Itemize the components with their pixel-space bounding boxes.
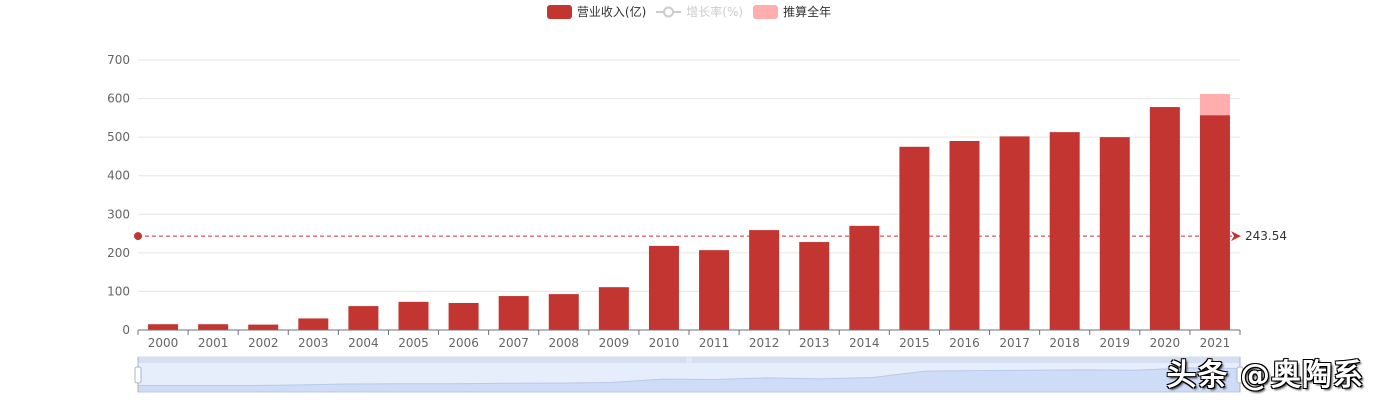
- watermark: 头条 @奥陶系: [1166, 358, 1364, 393]
- bar[interactable]: [949, 141, 980, 330]
- legend-item-revenue[interactable]: 营业收入(亿): [546, 3, 647, 20]
- bar[interactable]: [548, 294, 579, 330]
- y-tick-label: 200: [107, 246, 130, 260]
- mark-line-start-icon: [134, 232, 142, 241]
- bar[interactable]: [1199, 93, 1230, 116]
- projection-swatch-icon: [753, 4, 779, 19]
- bar[interactable]: [448, 303, 479, 330]
- x-tick-label: 2000: [148, 336, 179, 350]
- bar[interactable]: [849, 225, 880, 330]
- x-tick-label: 2017: [999, 336, 1030, 350]
- x-tick-label: 2013: [799, 336, 830, 350]
- bar[interactable]: [598, 287, 629, 330]
- bar[interactable]: [348, 306, 379, 330]
- x-tick-label: 2010: [649, 336, 680, 350]
- line-circle-icon: [656, 6, 682, 17]
- zoom-handle-right[interactable]: [1236, 366, 1244, 384]
- bar[interactable]: [248, 324, 279, 330]
- revenue-swatch-icon: [546, 4, 572, 19]
- x-tick-label: 2015: [899, 336, 930, 350]
- zoom-move-bar[interactable]: [138, 357, 1240, 363]
- legend-label-growth: 增长率(%): [686, 5, 744, 19]
- y-axis: 0 100 200 300 400 500 600 700: [107, 53, 130, 337]
- mark-line-arrow-icon: [1231, 231, 1241, 242]
- y-tick-label: 100: [107, 284, 130, 298]
- x-tick-label: 2001: [198, 336, 229, 350]
- bar[interactable]: [298, 318, 329, 330]
- x-tick-label: 2020: [1150, 336, 1181, 350]
- bars[interactable]: [148, 93, 1230, 331]
- x-tick-label: 2011: [699, 336, 730, 350]
- legend: 营业收入(亿) 增长率(%) 推算全年: [0, 3, 1378, 20]
- bar[interactable]: [1199, 115, 1230, 331]
- bar[interactable]: [1049, 132, 1080, 330]
- x-tick-label: 2016: [949, 336, 980, 350]
- bar[interactable]: [799, 242, 830, 330]
- bar[interactable]: [498, 296, 529, 330]
- x-tick-label: 2002: [248, 336, 279, 350]
- x-tick-label: 2019: [1099, 336, 1130, 350]
- x-axis: 2000 2001 2002 2003 2004 2005 2006 2007 2008 2009…: [137, 329, 1241, 350]
- bar[interactable]: [398, 301, 429, 330]
- zoom-preview-area: [137, 367, 1241, 393]
- x-tick-label: 2005: [398, 336, 429, 350]
- x-tick-label: 2008: [548, 336, 579, 350]
- y-tick-label: 700: [107, 53, 130, 67]
- y-tick-label: 300: [107, 207, 130, 221]
- x-tick-label: 2006: [448, 336, 479, 350]
- x-tick-label: 2018: [1049, 336, 1080, 350]
- x-tick-label: 2014: [849, 336, 880, 350]
- bar[interactable]: [1149, 107, 1180, 330]
- x-tick-label: 2009: [599, 336, 630, 350]
- bar[interactable]: [749, 230, 780, 330]
- bar[interactable]: [148, 324, 179, 330]
- x-tick-label: 2012: [749, 336, 780, 350]
- y-tick-label: 600: [107, 92, 130, 106]
- x-tick-label: 2021: [1200, 336, 1231, 350]
- y-tick-label: 400: [107, 169, 130, 183]
- x-tick-label: 2007: [498, 336, 529, 350]
- y-tick-label: 0: [122, 323, 130, 337]
- average-mark-line: 243.54: [134, 229, 1287, 243]
- y-tick-label: 500: [107, 130, 130, 144]
- legend-label-revenue: 营业收入(亿): [576, 5, 647, 19]
- grid-lines: [138, 59, 1240, 292]
- bar[interactable]: [699, 250, 730, 330]
- zoom-handle-left[interactable]: [134, 366, 142, 384]
- bar[interactable]: [899, 146, 930, 330]
- bar[interactable]: [648, 245, 679, 330]
- legend-label-projection: 推算全年: [783, 5, 832, 19]
- legend-item-projection[interactable]: 推算全年: [753, 3, 831, 20]
- legend-item-growth[interactable]: 增长率(%): [656, 3, 743, 20]
- bar[interactable]: [198, 324, 229, 330]
- data-zoom-slider[interactable]: |||: [134, 356, 1244, 393]
- bar[interactable]: [1099, 137, 1130, 330]
- grip-icon[interactable]: |||: [686, 357, 692, 364]
- x-tick-label: 2004: [348, 336, 379, 350]
- bar[interactable]: [999, 136, 1030, 330]
- x-tick-label: 2003: [298, 336, 329, 350]
- mark-line-label: 243.54: [1245, 229, 1287, 243]
